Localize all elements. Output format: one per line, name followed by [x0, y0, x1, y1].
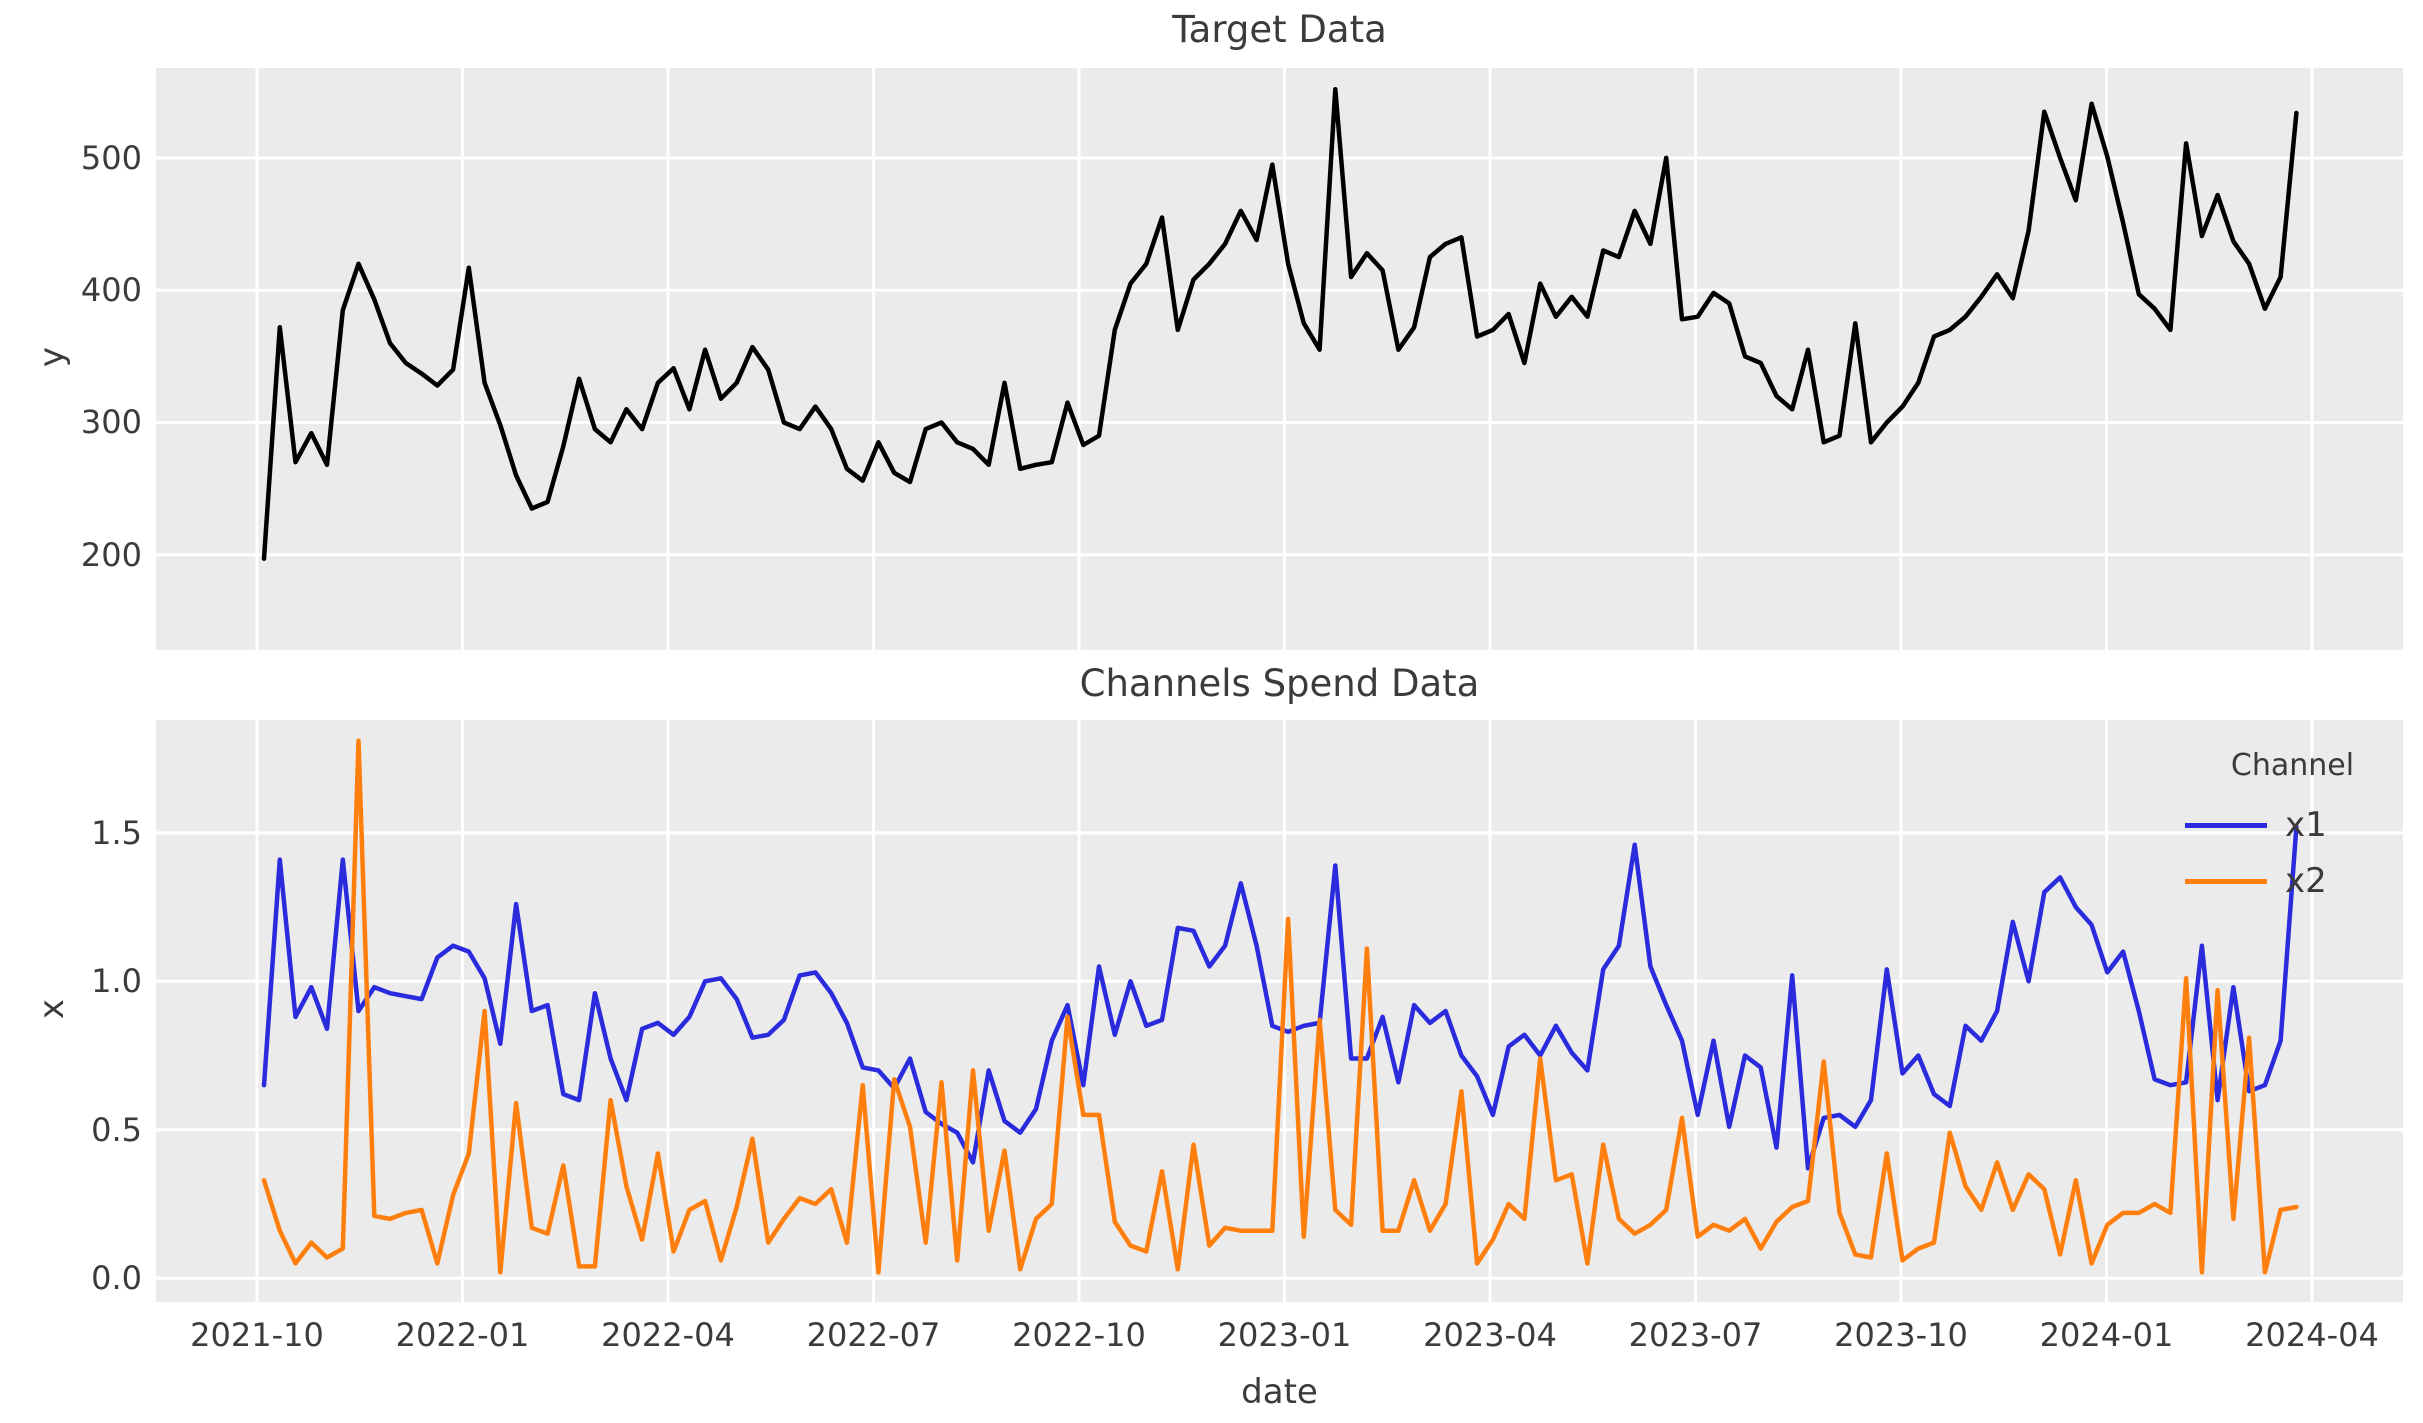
y-tick-label: 1.5: [91, 813, 142, 852]
y-tick-label: 0.0: [91, 1259, 142, 1298]
legend-title: Channel: [2230, 748, 2355, 783]
target-plot-area: [156, 68, 2403, 650]
x-tick-label: 2023-01: [1217, 1316, 1352, 1354]
y-tick-label: 0.5: [91, 1110, 142, 1149]
legend-item-x2: x2: [2185, 853, 2400, 909]
x-tick-label: 2023-10: [1834, 1316, 1968, 1354]
y-tick-label: 500: [80, 138, 142, 177]
target-chart-title: Target Data: [1172, 8, 1387, 51]
x-axis-label: date: [1241, 1372, 1318, 1412]
legend-line-x1: [2185, 822, 2267, 828]
x-tick-label: 2022-01: [395, 1316, 530, 1354]
legend-label-x1: x1: [2285, 805, 2327, 845]
y-tick-label: 400: [80, 271, 142, 310]
x-tick-label: 2024-01: [2039, 1316, 2174, 1354]
x-tick-label: 2022-10: [1012, 1316, 1146, 1354]
y-tick-label: 1.0: [91, 962, 142, 1001]
x-tick-label: 2024-04: [2245, 1316, 2379, 1354]
y-tick-label: 200: [80, 535, 142, 574]
legend-line-x2: [2185, 878, 2267, 884]
legend-label-x2: x2: [2285, 861, 2327, 901]
channels-chart-title: Channels Spend Data: [1079, 662, 1480, 705]
x-tick-label: 2022-04: [601, 1316, 735, 1354]
x-tick-label: 2021-10: [190, 1316, 324, 1354]
legend-item-x1: x1: [2185, 797, 2400, 853]
x-tick-label: 2022-07: [806, 1316, 941, 1354]
x-tick-label: 2023-04: [1423, 1316, 1557, 1354]
legend: Channel x1 x2: [2185, 748, 2400, 909]
y-axis-label-top: y: [32, 346, 72, 368]
x-tick-label: 2023-07: [1628, 1316, 1763, 1354]
y-tick-label: 300: [80, 403, 142, 442]
